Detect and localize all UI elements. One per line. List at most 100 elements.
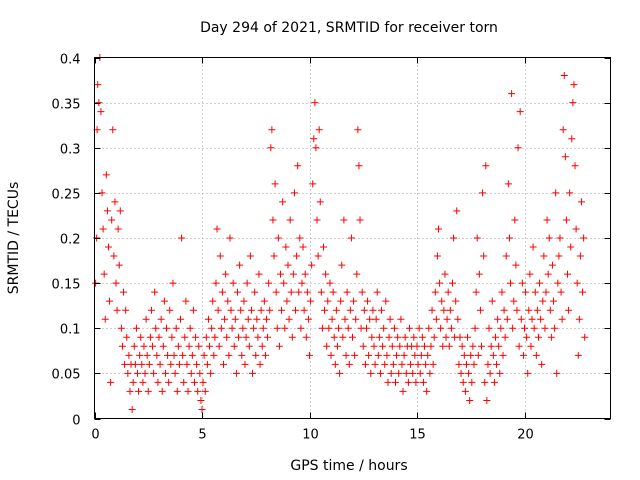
- data-point: [145, 360, 153, 368]
- data-point: [232, 369, 240, 377]
- data-point: [429, 360, 437, 368]
- data-point: [170, 351, 178, 359]
- data-point: [186, 324, 194, 332]
- data-point: [407, 360, 415, 368]
- data-point: [445, 342, 453, 350]
- data-point: [268, 126, 276, 134]
- data-point: [562, 216, 570, 224]
- data-point: [224, 297, 232, 305]
- grid-lines: [94, 57, 611, 419]
- data-point: [156, 360, 164, 368]
- data-point: [454, 315, 462, 323]
- data-point: [393, 351, 401, 359]
- data-point: [419, 378, 427, 386]
- data-point: [178, 234, 186, 242]
- data-point: [214, 306, 222, 314]
- data-point: [110, 252, 118, 260]
- data-point: [504, 180, 512, 188]
- data-point: [417, 351, 425, 359]
- data-point: [422, 360, 430, 368]
- data-point: [116, 207, 124, 215]
- data-point: [383, 351, 391, 359]
- data-point: [573, 279, 581, 287]
- data-point: [141, 369, 149, 377]
- data-point: [125, 351, 133, 359]
- data-point: [241, 360, 249, 368]
- data-point: [103, 207, 111, 215]
- data-point: [316, 198, 324, 206]
- data-point: [213, 225, 221, 233]
- data-point: [437, 324, 445, 332]
- data-point: [311, 99, 319, 107]
- data-point: [532, 351, 540, 359]
- data-point: [198, 405, 206, 413]
- data-point: [169, 279, 177, 287]
- data-point: [295, 288, 303, 296]
- data-point: [500, 306, 508, 314]
- data-point: [426, 369, 434, 377]
- data-point: [270, 252, 278, 260]
- data-point: [400, 351, 408, 359]
- data-point: [273, 324, 281, 332]
- data-point: [516, 108, 524, 116]
- data-point: [358, 288, 366, 296]
- data-point: [155, 333, 163, 341]
- y-tick-label: 0.2: [60, 233, 81, 248]
- data-point: [498, 288, 506, 296]
- data-point: [368, 333, 376, 341]
- data-point: [433, 252, 441, 260]
- data-point: [341, 315, 349, 323]
- data-point: [401, 333, 409, 341]
- data-point: [411, 351, 419, 359]
- data-point: [528, 315, 536, 323]
- data-point: [537, 315, 545, 323]
- data-point: [95, 99, 103, 107]
- data-point: [462, 360, 470, 368]
- data-point: [309, 180, 317, 188]
- data-point: [106, 297, 114, 305]
- data-point: [344, 324, 352, 332]
- data-point: [245, 342, 253, 350]
- data-point: [182, 297, 190, 305]
- data-point: [109, 126, 117, 134]
- data-point: [242, 333, 250, 341]
- data-point: [332, 306, 340, 314]
- data-point: [159, 342, 167, 350]
- data-point: [519, 351, 527, 359]
- data-point: [365, 351, 373, 359]
- data-point: [343, 288, 351, 296]
- data-point: [335, 324, 343, 332]
- data-point: [325, 324, 333, 332]
- data-point: [102, 171, 110, 179]
- data-point: [134, 369, 141, 377]
- data-point: [395, 369, 403, 377]
- data-point: [490, 378, 498, 386]
- data-point: [199, 378, 207, 386]
- data-point: [405, 324, 413, 332]
- data-point: [229, 279, 237, 287]
- data-point: [317, 288, 325, 296]
- data-point: [152, 324, 160, 332]
- data-point: [493, 360, 501, 368]
- data-point: [129, 378, 137, 386]
- data-point: [397, 315, 405, 323]
- data-point: [415, 324, 423, 332]
- data-point: [556, 234, 564, 242]
- data-point: [157, 315, 165, 323]
- data-point: [386, 315, 394, 323]
- data-point: [536, 279, 544, 287]
- data-point: [538, 360, 546, 368]
- data-point: [460, 351, 468, 359]
- data-point: [143, 351, 151, 359]
- data-point: [333, 342, 341, 350]
- data-point: [210, 351, 218, 359]
- data-point: [112, 279, 120, 287]
- data-point: [399, 387, 407, 395]
- data-point: [94, 81, 102, 89]
- data-point: [217, 324, 225, 332]
- data-point: [285, 315, 293, 323]
- data-point: [136, 351, 144, 359]
- data-point: [396, 342, 404, 350]
- data-point: [467, 351, 475, 359]
